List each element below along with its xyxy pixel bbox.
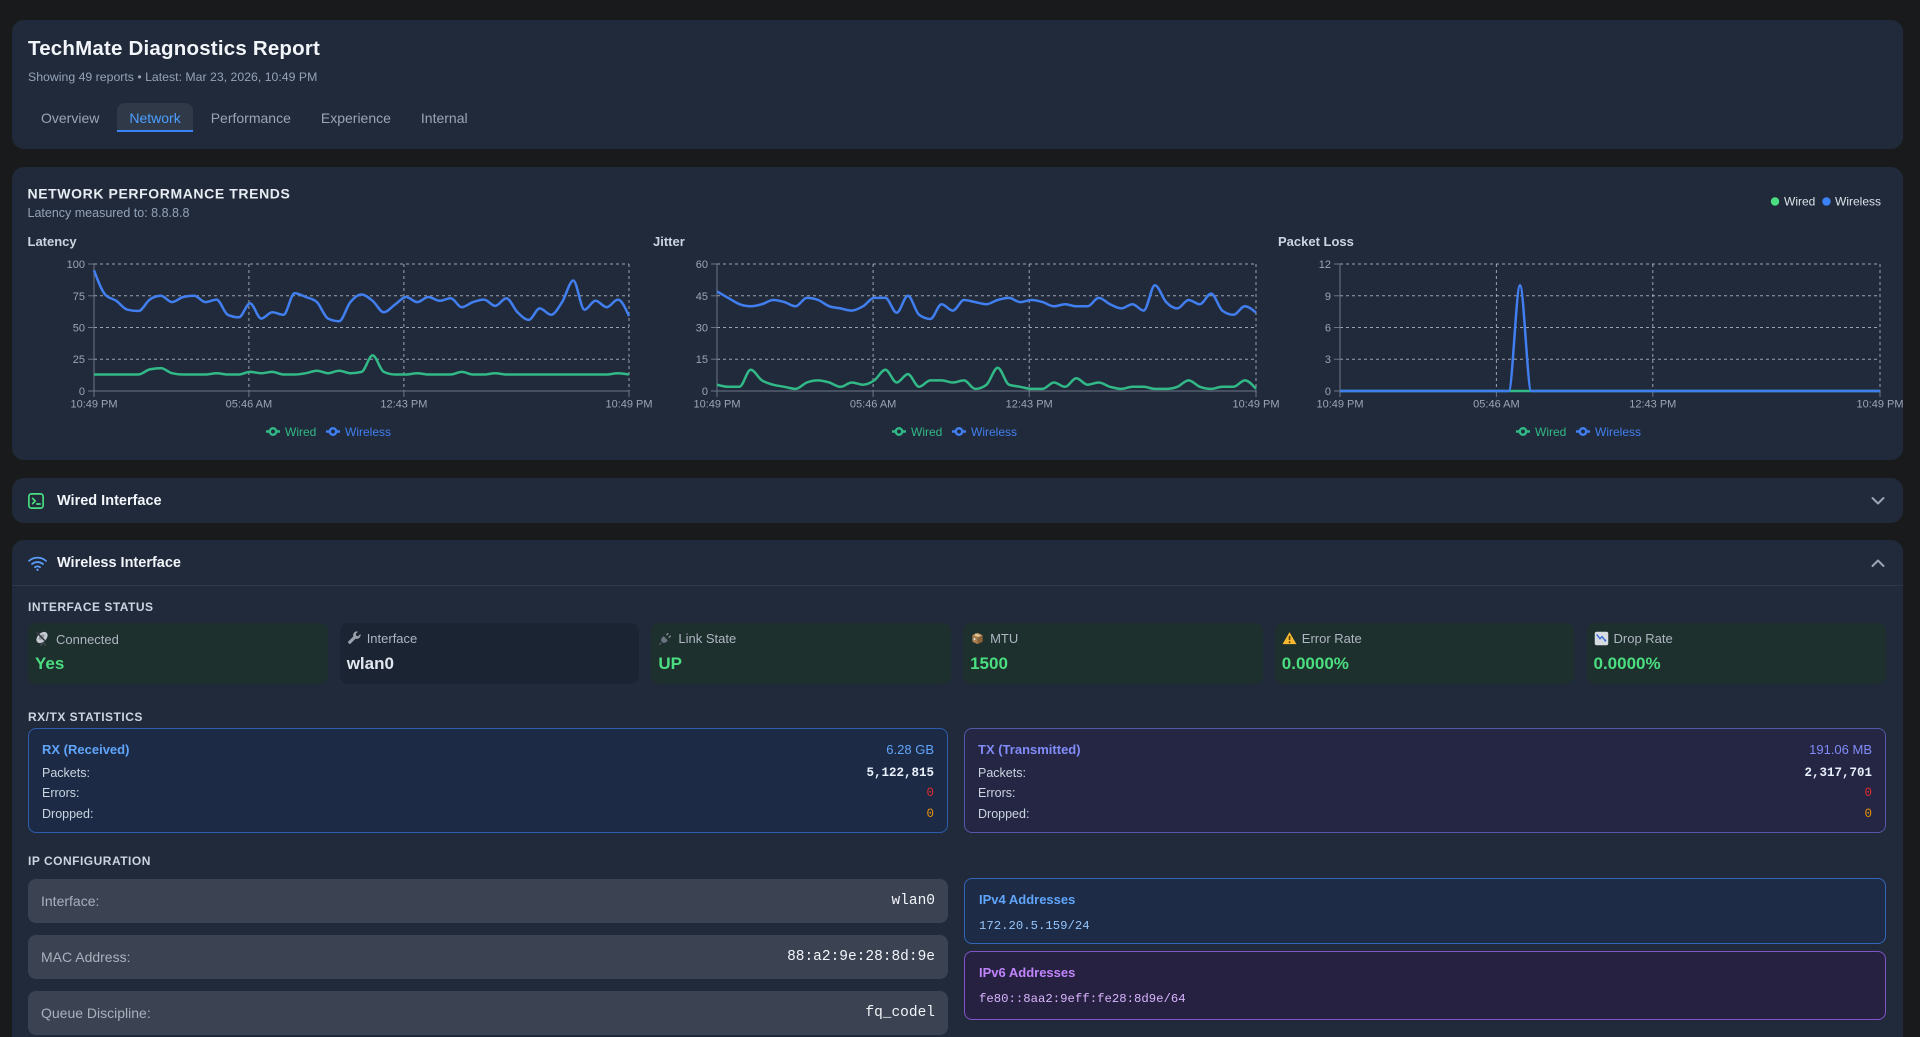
svg-text:NETWORK PERFORMANCE TRENDS: NETWORK PERFORMANCE TRENDS bbox=[28, 186, 291, 202]
svg-text:Jitter: Jitter bbox=[653, 234, 685, 249]
svg-text:Latency measured to: 8.8.8.8: Latency measured to: 8.8.8.8 bbox=[28, 206, 190, 220]
svg-text:60: 60 bbox=[696, 259, 708, 271]
svg-text:12:43 PM: 12:43 PM bbox=[380, 399, 427, 411]
svg-text:10:49 PM: 10:49 PM bbox=[605, 399, 652, 411]
svg-text:10:49 PM: 10:49 PM bbox=[70, 399, 117, 411]
svg-text:15: 15 bbox=[696, 354, 708, 366]
svg-text:30: 30 bbox=[696, 323, 708, 335]
svg-text:Wireless: Wireless bbox=[971, 425, 1017, 439]
svg-text:12:43 PM: 12:43 PM bbox=[1006, 399, 1053, 411]
svg-text:Wired: Wired bbox=[1784, 195, 1815, 209]
svg-text:0: 0 bbox=[79, 386, 85, 398]
svg-text:10:49 PM: 10:49 PM bbox=[1232, 399, 1279, 411]
svg-text:50: 50 bbox=[73, 323, 85, 335]
svg-text:Wireless: Wireless bbox=[1835, 195, 1881, 209]
svg-text:6: 6 bbox=[1325, 323, 1331, 335]
svg-text:Wired: Wired bbox=[1535, 425, 1566, 439]
svg-text:12: 12 bbox=[1319, 259, 1331, 271]
svg-text:0: 0 bbox=[702, 386, 708, 398]
svg-text:05:46 AM: 05:46 AM bbox=[226, 399, 272, 411]
svg-text:3: 3 bbox=[1325, 354, 1331, 366]
svg-text:05:46 AM: 05:46 AM bbox=[850, 399, 896, 411]
svg-text:75: 75 bbox=[73, 291, 85, 303]
svg-text:10:49 PM: 10:49 PM bbox=[693, 399, 740, 411]
svg-text:45: 45 bbox=[696, 291, 708, 303]
svg-text:Wireless: Wireless bbox=[1595, 425, 1641, 439]
svg-text:Wired: Wired bbox=[911, 425, 942, 439]
svg-text:12:43 PM: 12:43 PM bbox=[1629, 399, 1676, 411]
svg-text:10:49 PM: 10:49 PM bbox=[1316, 399, 1363, 411]
svg-text:05:46 AM: 05:46 AM bbox=[1473, 399, 1519, 411]
svg-text:10:49 PM: 10:49 PM bbox=[1856, 399, 1903, 411]
svg-text:Latency: Latency bbox=[28, 234, 78, 249]
svg-text:Packet Loss: Packet Loss bbox=[1278, 234, 1354, 249]
svg-text:9: 9 bbox=[1325, 291, 1331, 303]
svg-text:0: 0 bbox=[1325, 386, 1331, 398]
svg-text:Wired: Wired bbox=[285, 425, 316, 439]
svg-text:25: 25 bbox=[73, 354, 85, 366]
svg-text:100: 100 bbox=[67, 259, 85, 271]
svg-text:Wireless: Wireless bbox=[345, 425, 391, 439]
